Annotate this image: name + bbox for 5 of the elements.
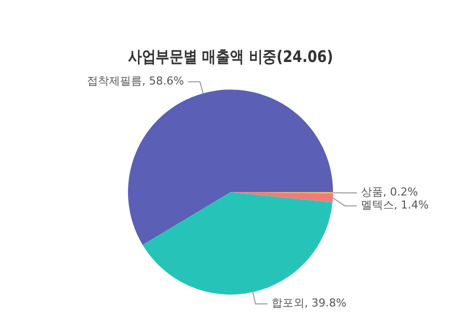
slice-label: 접착제필름, 58.6%	[87, 74, 184, 88]
slice-label: 멜텍스, 1.4%	[360, 198, 429, 212]
slice-label: 상품, 0.2%	[361, 186, 418, 199]
slice-label: 합포외, 39.8%	[271, 296, 346, 310]
chart-title: 사업부문별 매출액 비중(24.06)	[128, 46, 334, 66]
